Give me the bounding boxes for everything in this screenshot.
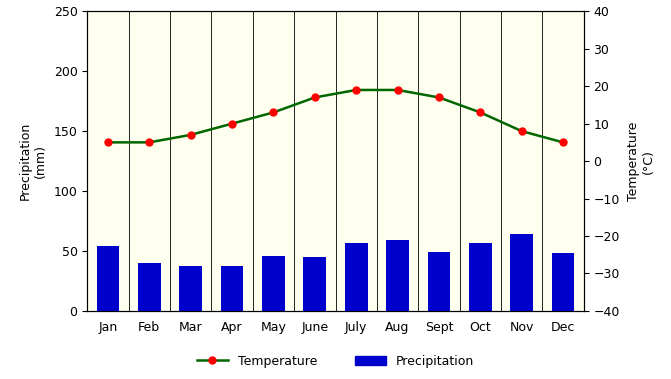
Bar: [552, 253, 574, 311]
Bar: [469, 243, 492, 311]
Bar: [221, 266, 244, 311]
Bar: [179, 266, 202, 311]
Bar: [262, 256, 285, 311]
Legend: Temperature, Precipitation: Temperature, Precipitation: [192, 350, 479, 373]
Y-axis label: Precipitation
(mm): Precipitation (mm): [19, 122, 47, 200]
Bar: [386, 240, 409, 311]
Bar: [511, 234, 533, 311]
Bar: [303, 257, 326, 311]
Y-axis label: Temperature
(°C): Temperature (°C): [627, 121, 655, 201]
Bar: [97, 246, 119, 311]
Bar: [427, 252, 450, 311]
Bar: [345, 243, 368, 311]
Bar: [138, 263, 160, 311]
